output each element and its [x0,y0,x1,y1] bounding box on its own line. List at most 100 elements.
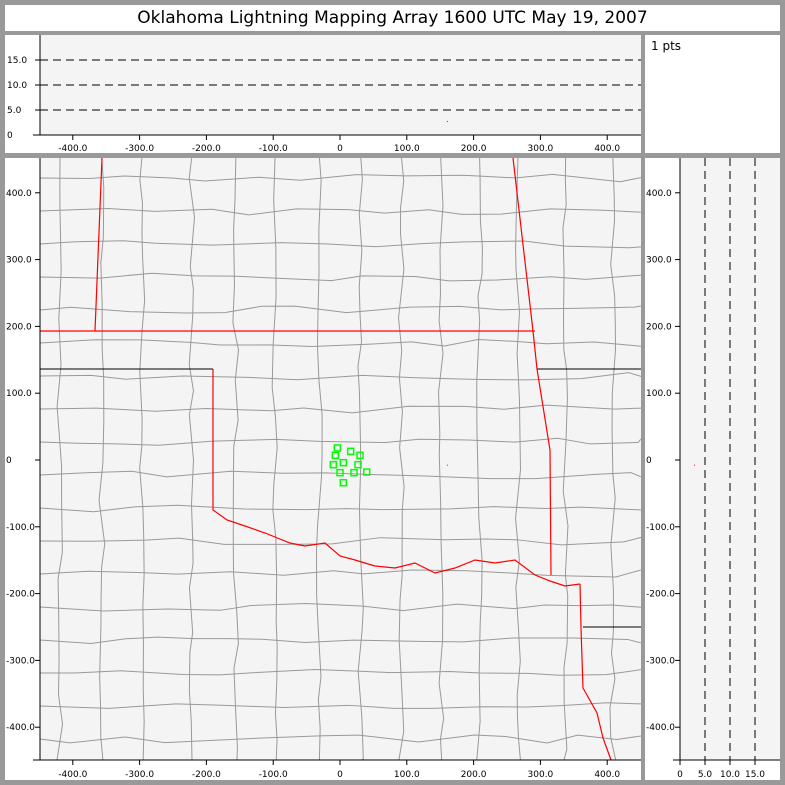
station-marker [329,460,338,469]
county-lines [39,158,641,761]
x-tick-label: 10.0 [720,770,740,780]
y-tick-label: 0 [6,456,12,466]
county-line [39,173,641,183]
x-tick-label: 0 [677,770,683,780]
x-tick-label: -200.0 [192,144,221,153]
y-tick-label: -200.0 [6,590,35,600]
county-line [357,158,364,761]
x-tick-label: -300.0 [125,770,154,780]
x-tick-label: 5.0 [698,770,713,780]
source-point [694,464,695,466]
station-marker [339,458,348,467]
county-line [39,339,641,347]
county-line [515,158,521,761]
y-tick-label: -400.0 [646,723,675,733]
x-tick-label: 0 [337,144,343,153]
station-marker [346,447,355,456]
county-line [39,272,641,282]
county-line [39,208,641,216]
county-line [39,636,641,645]
county-line [39,702,641,709]
station-marker [356,451,364,460]
state-border-red [212,369,581,587]
county-line [98,158,106,761]
source-point [446,121,448,122]
y-tick-label: 5.0 [7,106,22,116]
state-border-red [512,158,552,576]
county-line [39,504,641,513]
point-count-label: 1 pts [651,39,682,53]
x-tick-label: -300.0 [125,144,154,153]
x-tick-label: 0 [337,770,343,780]
x-tick-label: 300.0 [528,144,554,153]
y-tick-label: -300.0 [646,656,675,666]
plan-view-map-panel: -400.0 -300.0 -200.0 -100.0 0 100.0 200.0 300.0… [5,158,641,780]
station-marker [339,478,348,487]
county-line [39,470,641,480]
x-tick-label: 100.0 [394,144,420,153]
source-point [446,464,448,466]
y-tick-label: 15.0 [7,56,27,66]
x-tick-label: -100.0 [259,770,288,780]
y-tick-label: -400.0 [6,723,35,733]
y-tick-label: -100.0 [646,523,675,533]
point-count-panel: 1 pts [645,35,780,153]
station-marker [354,460,362,469]
y-tick-label: -300.0 [6,656,35,666]
y-tick-label: 400.0 [6,189,32,199]
county-line [56,158,64,761]
county-line [398,158,405,761]
altitude-ew-panel: 0 5.0 10.0 15.0 -400.0 -300.0 -200.0 -100.0 0 100… [5,35,641,153]
y-tick-label: -200.0 [646,590,675,600]
county-line [271,158,278,761]
x-tick-label: -400.0 [58,770,87,780]
county-line [139,158,146,761]
y-tick-label: 300.0 [6,256,32,266]
x-tick-label: 100.0 [394,770,420,780]
county-line [39,372,641,381]
altitude-ns-panel: -400.0 -300.0 -200.0 -100.0 0 100.0 200.0 300.0… [645,158,780,780]
x-tick-label: 200.0 [461,144,487,153]
y-tick-label: 400.0 [646,189,672,199]
station-marker [331,451,340,460]
y-tick-label: 100.0 [646,389,672,399]
county-line [316,158,323,761]
y-tick-label: -100.0 [6,523,35,533]
county-line [232,158,240,761]
county-line [188,158,196,761]
station-marker [333,444,342,452]
county-line [39,404,641,414]
y-tick-label: 300.0 [646,256,672,266]
x-tick-label: 15.0 [745,770,765,780]
county-line [39,603,641,612]
county-line [476,158,483,761]
x-tick-label: 300.0 [528,770,554,780]
county-line [438,158,445,761]
county-line [39,536,641,546]
x-tick-label: -400.0 [58,144,87,153]
x-tick-label: 400.0 [594,144,620,153]
y-tick-label: 0 [7,131,13,141]
county-line [39,437,641,446]
county-line [609,158,617,761]
x-tick-label: -200.0 [192,770,221,780]
y-tick-label: 100.0 [6,389,32,399]
x-tick-label: -100.0 [259,144,288,153]
y-tick-label: 200.0 [6,322,32,332]
station-marker [350,468,358,477]
y-tick-label: 0 [646,456,652,466]
state-border-red [579,583,612,761]
x-tick-label: 200.0 [461,770,487,780]
county-line [39,734,641,744]
x-tick-label: 400.0 [594,770,620,780]
county-line [39,669,641,676]
chart-title: Oklahoma Lightning Mapping Array 1600 UT… [5,5,780,31]
y-tick-label: 200.0 [646,322,672,332]
county-line [562,158,569,761]
state-border-red [94,158,103,332]
county-line [39,305,641,314]
station-marker [336,468,344,477]
y-tick-label: 10.0 [7,81,27,91]
station-marker [362,468,371,476]
county-line [39,240,641,249]
